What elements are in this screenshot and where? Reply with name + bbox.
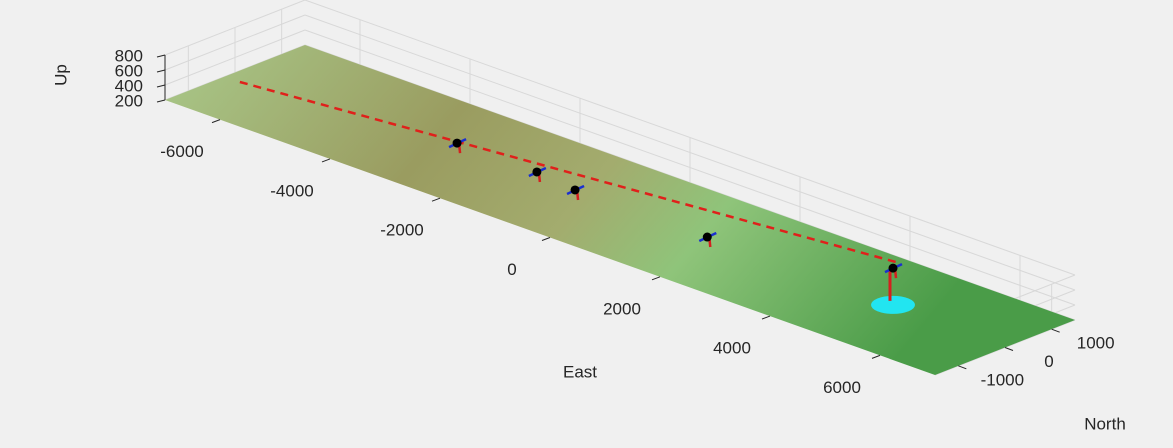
y-tick-label: -1000 (981, 370, 1024, 389)
aircraft (566, 184, 585, 201)
grid-line (164, 0, 306, 56)
y-tick (1004, 347, 1014, 351)
x-tick-label: -6000 (160, 142, 203, 161)
aircraft (528, 166, 547, 183)
x-tick-label: 4000 (713, 339, 751, 358)
x-tick-label: 2000 (603, 299, 641, 318)
plot-area: -6000 -4000 -2000 0 2000 4000 6000 -1000 0 1000 20… (115, 46, 1115, 396)
aircraft-body (452, 138, 462, 148)
y-tick-label: 0 (1044, 352, 1053, 371)
aircraft-body (532, 167, 542, 177)
y-tick (1051, 328, 1060, 333)
ground-station (871, 295, 915, 314)
aircraft (884, 262, 903, 279)
x-tick (871, 354, 881, 359)
x-tick (761, 315, 771, 320)
x-tick (541, 237, 551, 241)
z-tick-label: 200 (115, 91, 143, 110)
z-tick (156, 99, 166, 103)
grid-line (164, 29, 306, 86)
flight-path (239, 80, 897, 264)
aircraft-body (888, 263, 898, 273)
x-tick (321, 158, 331, 163)
terrain (165, 45, 1075, 375)
x-tick (651, 276, 661, 281)
x-axis-label: East (563, 362, 597, 381)
grid-line (164, 14, 306, 71)
grid-line (304, 14, 1076, 291)
aircraft-body (570, 185, 580, 195)
grid-line (304, 0, 1076, 276)
x-tick-label: 0 (507, 260, 516, 279)
y-tick (958, 365, 967, 370)
z-tick (156, 54, 166, 58)
y-tick-label: 1000 (1077, 334, 1115, 353)
z-axis-label: Up (51, 64, 70, 86)
z-tick-label: 400 (115, 76, 143, 95)
x-tick-label: -4000 (270, 181, 313, 200)
y-axis-label: North (1084, 414, 1126, 433)
x-tick-label: 6000 (823, 378, 861, 397)
aircraft-body (702, 232, 712, 242)
x-tick-label: -2000 (380, 221, 423, 240)
aircraft (448, 137, 467, 154)
z-tick-label: 800 (115, 46, 143, 65)
grid-line (304, 29, 1076, 306)
z-tick (156, 84, 166, 88)
z-tick (156, 69, 166, 73)
x-tick (431, 197, 441, 202)
aircraft (698, 231, 717, 248)
x-tick (211, 119, 221, 124)
z-tick-label: 600 (115, 61, 143, 80)
